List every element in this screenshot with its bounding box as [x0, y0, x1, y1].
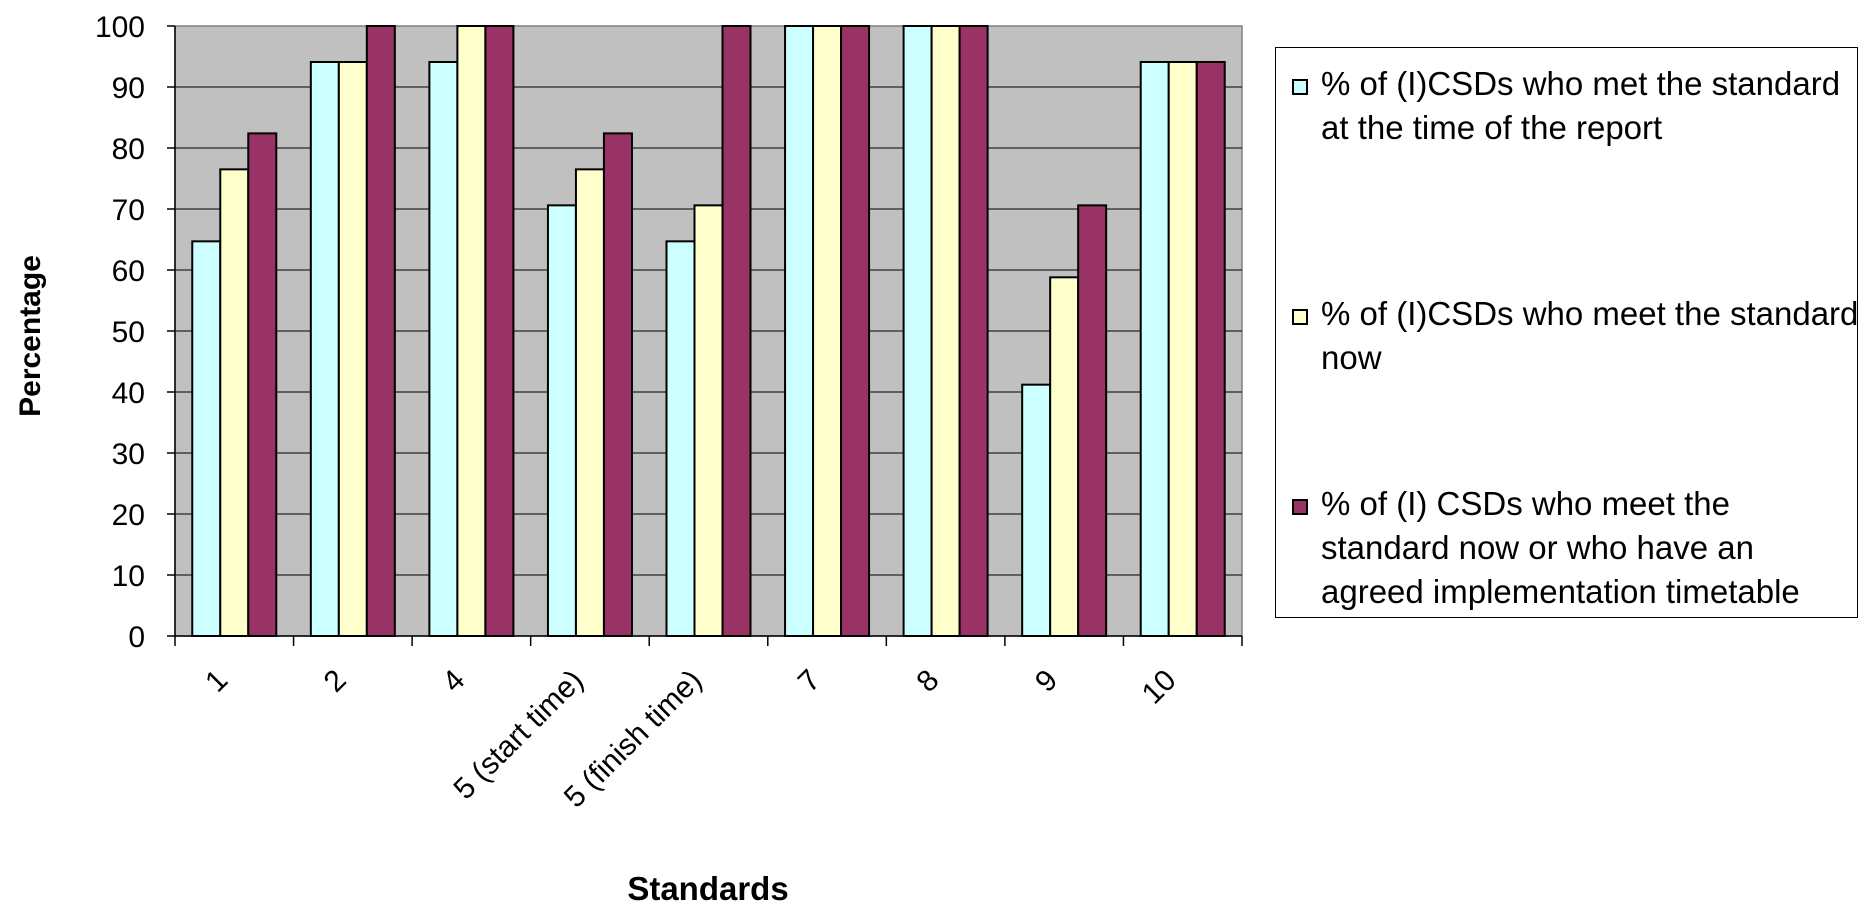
y-tick-label: 0	[128, 621, 145, 654]
bar-meet-now	[337, 60, 368, 638]
bar-met-at-report	[902, 25, 933, 637]
bar-meet-now	[219, 168, 250, 637]
bar-meet-now-or-timetable	[840, 25, 871, 637]
legend-label: % of (I)CSDs who met the standard at the…	[1321, 65, 1841, 146]
bar-met-at-report	[428, 60, 459, 638]
x-tick-label: 1	[199, 664, 234, 699]
bar-met-at-report	[1021, 383, 1052, 637]
y-tick-label: 80	[112, 133, 145, 166]
legend-item-meet-now: % of (I)CSDs who meet the standard now	[1292, 292, 1861, 380]
y-tick-label: 10	[112, 560, 145, 593]
x-tick-label: 9	[1029, 664, 1064, 699]
legend-item-met-at-report: % of (I)CSDs who met the standard at the…	[1292, 62, 1861, 150]
legend-swatch	[1292, 499, 1308, 515]
bar-meet-now	[574, 168, 605, 637]
bar-met-at-report	[665, 240, 696, 638]
x-tick-label: 10	[1136, 664, 1183, 711]
bar-meet-now-or-timetable	[484, 25, 515, 637]
bar-met-at-report	[191, 240, 222, 638]
legend-swatch	[1292, 309, 1308, 325]
bar-met-at-report	[309, 60, 340, 638]
bar-meet-now	[812, 25, 843, 637]
bar-meet-now-or-timetable	[1195, 60, 1226, 638]
bar-meet-now-or-timetable	[721, 25, 752, 637]
y-tick-label: 100	[95, 11, 145, 44]
legend-label: % of (I)CSDs who meet the standard now	[1321, 295, 1859, 376]
bar-meet-now-or-timetable	[602, 132, 633, 638]
bars	[191, 25, 1226, 638]
bar-meet-now	[1167, 60, 1198, 638]
y-tick-label: 30	[112, 438, 145, 471]
x-axis-label: Standards	[627, 870, 788, 903]
x-tick-label: 4	[436, 664, 471, 699]
bar-meet-now	[1049, 276, 1080, 637]
axes	[167, 25, 1243, 646]
legend-item-meet-now-or-timetable: % of (I) CSDs who meet the standard now …	[1292, 482, 1861, 614]
y-tick-label: 70	[112, 194, 145, 227]
legend-label: % of (I) CSDs who meet the standard now …	[1321, 485, 1800, 610]
y-axis-label: Percentage	[14, 255, 47, 417]
y-tick-label: 60	[112, 255, 145, 288]
bar-meet-now	[930, 25, 961, 637]
bar-met-at-report	[546, 204, 577, 637]
y-tick-label: 50	[112, 316, 145, 349]
bar-met-at-report	[784, 25, 815, 637]
bar-meet-now-or-timetable	[365, 25, 396, 637]
bar-meet-now-or-timetable	[958, 25, 989, 637]
bar-meet-now	[693, 204, 724, 637]
y-tick-label: 20	[112, 499, 145, 532]
legend-swatch	[1292, 79, 1308, 95]
y-tick-label: 40	[112, 377, 145, 410]
bar-meet-now	[456, 25, 487, 637]
y-tick-labels: 0 10 20 30 40 50 60 70 80 90 100	[95, 11, 145, 654]
bar-meet-now-or-timetable	[1077, 204, 1108, 637]
legend: % of (I)CSDs who met the standard at the…	[1275, 47, 1858, 618]
x-tick-label: 7	[792, 664, 827, 699]
bar-meet-now-or-timetable	[247, 132, 278, 638]
y-tick-label: 90	[112, 72, 145, 105]
x-tick-labels: 1 2 45 (start time)5 (finish time) 7 8 9 10	[199, 664, 1183, 815]
bar-met-at-report	[1139, 60, 1170, 638]
x-tick-label: 8	[910, 664, 945, 699]
x-tick-label: 2	[318, 664, 353, 699]
